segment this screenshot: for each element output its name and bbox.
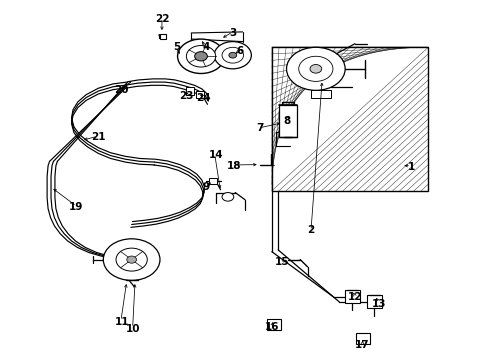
Text: 3: 3 — [229, 28, 236, 38]
Bar — [209, 178, 217, 184]
Bar — [345, 290, 360, 303]
Text: 1: 1 — [408, 162, 415, 172]
Circle shape — [222, 193, 234, 201]
Text: 8: 8 — [283, 116, 290, 126]
Text: 12: 12 — [348, 292, 362, 302]
Circle shape — [177, 39, 224, 73]
Bar — [186, 87, 194, 95]
Text: 15: 15 — [274, 257, 289, 267]
Circle shape — [116, 248, 147, 271]
Circle shape — [287, 47, 345, 90]
Text: 24: 24 — [196, 93, 211, 103]
Text: 23: 23 — [179, 91, 194, 101]
Circle shape — [214, 41, 251, 69]
Text: 2: 2 — [307, 225, 315, 235]
Circle shape — [195, 51, 207, 61]
Text: 13: 13 — [372, 299, 387, 309]
Text: 19: 19 — [69, 202, 84, 212]
Text: 20: 20 — [115, 85, 129, 95]
Text: 5: 5 — [173, 42, 180, 52]
Text: 16: 16 — [265, 322, 279, 332]
Text: 22: 22 — [155, 14, 169, 24]
Text: 18: 18 — [227, 161, 242, 171]
Text: 21: 21 — [91, 132, 106, 142]
Circle shape — [229, 52, 237, 58]
Text: 7: 7 — [256, 123, 263, 133]
Bar — [267, 319, 281, 330]
Text: 11: 11 — [115, 317, 129, 327]
Circle shape — [103, 239, 160, 280]
Text: 14: 14 — [208, 150, 223, 160]
Bar — [311, 90, 331, 98]
Text: 4: 4 — [202, 42, 210, 52]
Text: 9: 9 — [202, 182, 209, 192]
Circle shape — [222, 47, 244, 63]
Bar — [196, 91, 204, 98]
Text: 10: 10 — [125, 324, 140, 334]
Text: 6: 6 — [237, 46, 244, 56]
Bar — [367, 296, 382, 309]
Circle shape — [299, 56, 333, 81]
Bar — [160, 34, 166, 40]
Circle shape — [127, 256, 137, 263]
Bar — [279, 105, 297, 137]
Bar — [356, 333, 370, 344]
Text: 17: 17 — [355, 340, 369, 350]
Bar — [272, 47, 428, 191]
Circle shape — [186, 45, 216, 67]
Circle shape — [310, 64, 322, 73]
